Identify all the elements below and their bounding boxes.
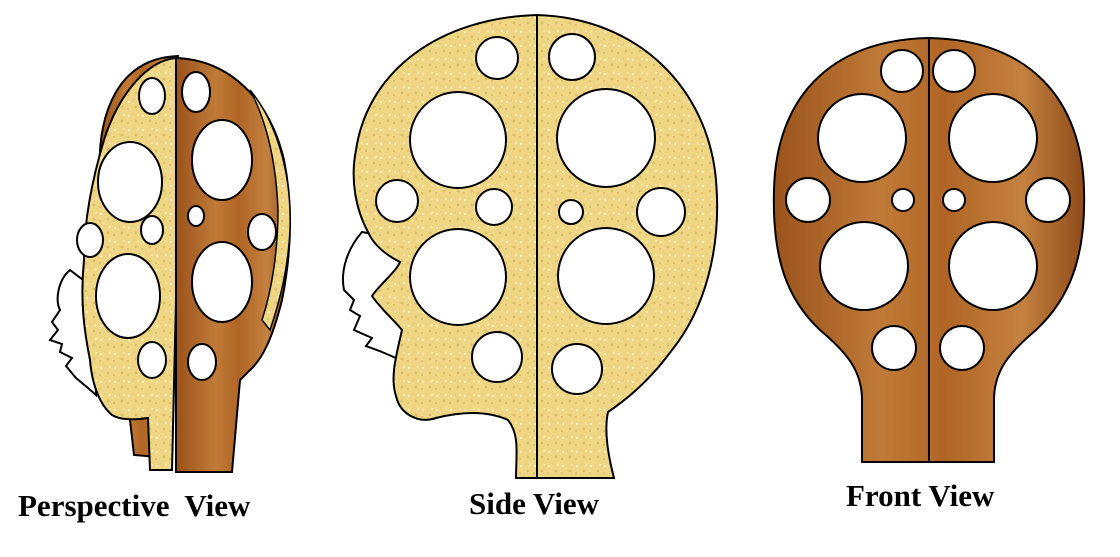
front-hole bbox=[948, 93, 1038, 183]
front-hole bbox=[785, 177, 831, 223]
front-hole bbox=[891, 188, 915, 212]
perspective-hole bbox=[140, 215, 164, 245]
perspective-view bbox=[48, 54, 291, 473]
side-view-caption: Side View bbox=[469, 486, 600, 521]
perspective-hole bbox=[247, 213, 277, 251]
perspective-hole bbox=[187, 205, 205, 227]
front-view-caption: Front View bbox=[846, 478, 995, 513]
front-hole bbox=[819, 221, 909, 311]
front-hole bbox=[817, 93, 907, 183]
side-foam-head bbox=[352, 13, 719, 479]
perspective-hole bbox=[76, 222, 104, 258]
side-face-profile bbox=[342, 230, 405, 374]
perspective-view-caption: Perspective View bbox=[18, 488, 251, 523]
side-hole bbox=[475, 188, 513, 226]
side-hole bbox=[471, 331, 523, 383]
side-hole bbox=[409, 228, 507, 326]
side-view bbox=[342, 13, 719, 479]
side-hole bbox=[551, 343, 603, 395]
side-hole bbox=[475, 36, 519, 80]
perspective-hole bbox=[187, 343, 217, 381]
front-hole bbox=[880, 49, 924, 93]
front-hole bbox=[948, 221, 1038, 311]
perspective-hole bbox=[95, 253, 161, 339]
side-hole bbox=[636, 187, 686, 237]
perspective-hole bbox=[181, 71, 211, 113]
perspective-foam-right-edge bbox=[249, 89, 291, 332]
perspective-hole bbox=[137, 341, 167, 379]
side-hole bbox=[375, 179, 419, 223]
perspective-hole bbox=[97, 141, 163, 223]
perspective-hole bbox=[138, 77, 166, 115]
front-view bbox=[772, 36, 1086, 463]
front-hole bbox=[871, 325, 917, 371]
front-hole bbox=[939, 325, 985, 371]
front-hole bbox=[932, 49, 976, 93]
side-hole bbox=[557, 227, 655, 325]
perspective-hole bbox=[191, 119, 253, 201]
front-hole bbox=[942, 188, 966, 212]
front-hole bbox=[1025, 177, 1071, 223]
side-hole bbox=[409, 91, 507, 189]
side-hole bbox=[548, 33, 596, 81]
perspective-hole bbox=[191, 241, 253, 323]
side-hole bbox=[558, 199, 584, 225]
side-hole bbox=[556, 88, 656, 188]
